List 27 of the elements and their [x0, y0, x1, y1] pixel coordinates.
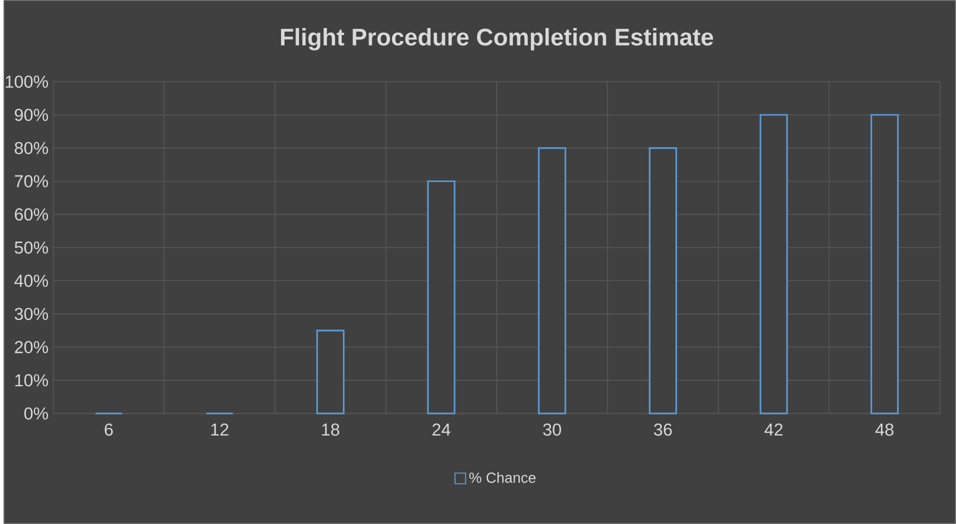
y-tick-label: 40% [14, 274, 48, 287]
bar [538, 147, 566, 414]
y-tick-label: 50% [14, 241, 48, 254]
y-tick-label: 90% [14, 108, 48, 121]
x-tick-label: 12 [211, 423, 228, 436]
x-tick-label: 36 [654, 423, 672, 436]
y-tick-label: 60% [14, 208, 48, 220]
x-tick-label: 42 [764, 423, 783, 436]
chart-title: Flight Procedure Completion Estimate [281, 28, 714, 50]
x-tick-label: 48 [875, 423, 894, 436]
x-tick-label: 30 [543, 423, 562, 436]
y-tick-label: 80% [14, 142, 48, 154]
x-tick-label: 6 [104, 423, 113, 436]
bar [648, 147, 678, 414]
x-tick-label: 24 [432, 423, 450, 436]
bar [870, 114, 899, 414]
y-tick-label: 70% [14, 175, 48, 188]
bar [427, 180, 456, 414]
y-tick-label: 10% [15, 374, 48, 386]
y-tick-label: 100% [6, 76, 48, 88]
legend-label: % Chance [469, 472, 536, 483]
x-tick-label: 18 [322, 423, 340, 436]
bar [316, 330, 345, 414]
y-tick-label: 0% [24, 407, 48, 420]
y-tick-label: 20% [14, 340, 48, 354]
y-tick-label: 30% [14, 308, 48, 320]
bar [760, 114, 788, 414]
